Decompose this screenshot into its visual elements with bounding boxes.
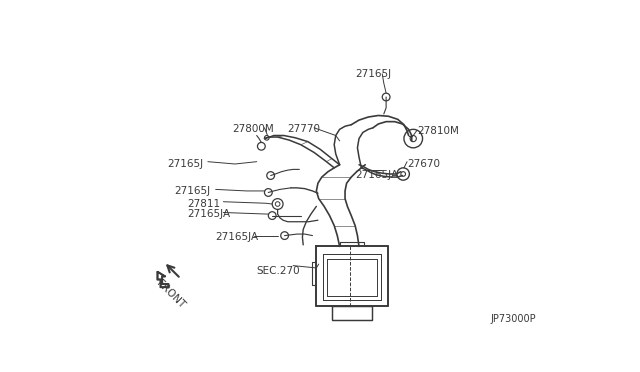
Text: JP73000P: JP73000P: [491, 314, 536, 324]
Text: FRONT: FRONT: [154, 278, 186, 310]
Text: 27165J: 27165J: [167, 158, 203, 169]
Text: 27165J: 27165J: [175, 186, 211, 196]
Text: 27811: 27811: [187, 199, 220, 209]
Text: 27165JA: 27165JA: [216, 232, 259, 242]
Text: 27800M: 27800M: [233, 124, 275, 134]
Polygon shape: [316, 246, 388, 307]
Text: 27810M: 27810M: [417, 126, 459, 136]
Text: 27165JA: 27165JA: [355, 170, 398, 180]
Text: 27670: 27670: [407, 158, 440, 169]
Text: 27165J: 27165J: [355, 69, 391, 79]
Polygon shape: [157, 272, 168, 287]
Text: 27165JA: 27165JA: [187, 209, 230, 219]
Text: SEC.270: SEC.270: [257, 266, 300, 276]
Text: 27770: 27770: [287, 124, 320, 134]
